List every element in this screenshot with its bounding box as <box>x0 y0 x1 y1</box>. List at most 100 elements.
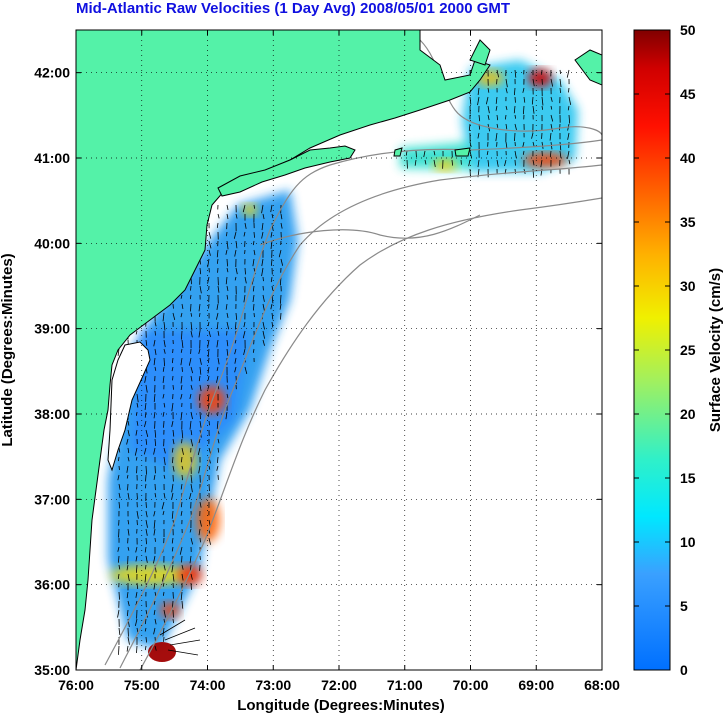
x-tick-label: 74:00 <box>190 677 226 693</box>
velocity-arrow <box>243 321 246 328</box>
velocity-arrow <box>153 510 156 517</box>
velocity-arrow <box>154 618 157 625</box>
velocity-arrow <box>163 492 166 499</box>
velocity-arrow <box>523 96 526 103</box>
velocity-arrow <box>127 546 130 551</box>
velocity-arrow <box>468 159 471 167</box>
velocity-arrow <box>262 303 265 312</box>
velocity-arrow <box>172 384 174 390</box>
velocity-arrow <box>451 159 454 166</box>
velocity-arrow <box>180 411 183 421</box>
velocity-arrow <box>162 510 165 516</box>
velocity-arrow <box>127 447 130 454</box>
velocity-arrow <box>190 366 194 374</box>
velocity-arrow <box>199 501 202 508</box>
velocity-arrow <box>541 96 544 106</box>
velocity-arrow <box>522 105 525 115</box>
velocity-arrow <box>225 249 228 255</box>
velocity-arrow <box>216 339 219 348</box>
velocity-arrow <box>217 438 220 444</box>
velocity-arrow <box>433 150 436 156</box>
velocity-arrow <box>163 456 166 466</box>
velocity-arrow <box>253 231 255 238</box>
velocity-arrow <box>262 339 265 346</box>
velocity-arrow <box>541 105 544 110</box>
velocity-arrow <box>495 96 498 104</box>
velocity-arrow <box>136 582 139 590</box>
velocity-arrow <box>126 465 129 473</box>
velocity-arrow <box>153 528 156 536</box>
velocity-arrow <box>171 402 174 412</box>
velocity-arrow <box>522 150 525 155</box>
velocity-arrow <box>216 465 219 471</box>
velocity-arrow <box>163 447 166 454</box>
velocity-arrow <box>145 555 148 563</box>
velocity-arrow <box>135 564 138 573</box>
velocity-arrow <box>118 492 121 499</box>
velocity-arrow <box>171 366 174 372</box>
velocity-arrow <box>162 411 165 417</box>
colorbar-tick-label: 40 <box>680 150 696 166</box>
velocity-arrow <box>549 150 552 158</box>
colorbar-tick-label: 0 <box>680 662 688 678</box>
velocity-arrow <box>198 465 201 474</box>
velocity-arrow <box>487 159 490 167</box>
colorbar-tick-label: 45 <box>680 86 696 102</box>
velocity-arrow <box>485 96 489 105</box>
velocity-arrow <box>262 330 265 339</box>
velocity-arrow <box>505 105 508 111</box>
velocity-arrow <box>127 456 130 462</box>
velocity-arrow <box>153 582 156 590</box>
velocity-arrow <box>216 375 219 383</box>
velocity-arrow <box>550 114 554 122</box>
velocity-arrow <box>234 339 237 344</box>
velocity-arrow <box>144 564 147 570</box>
velocity-arrow <box>180 591 183 601</box>
velocity-arrow <box>433 159 436 167</box>
velocity-arrow <box>487 114 490 121</box>
velocity-arrow <box>279 303 282 310</box>
velocity-arrow <box>136 402 139 408</box>
velocity-arrow <box>225 303 228 310</box>
velocity-arrow <box>127 573 130 582</box>
y-tick-label: 36:00 <box>34 577 70 593</box>
colorbar-tick-label: 50 <box>680 22 696 38</box>
velocity-arrow <box>190 582 192 590</box>
velocity-arrow <box>180 357 183 366</box>
velocity-arrow <box>144 573 147 583</box>
velocity-arrow <box>154 366 157 371</box>
velocity-arrow <box>197 447 201 456</box>
velocity-arrow <box>154 645 157 651</box>
velocity-arrow <box>226 312 229 319</box>
velocity-arrow <box>559 123 561 131</box>
velocity-arrow <box>559 141 562 151</box>
velocity-arrow <box>226 393 229 399</box>
velocity-arrow <box>181 330 183 340</box>
velocity-arrow <box>199 384 202 392</box>
velocity-arrow <box>127 429 130 437</box>
velocity-arrow <box>163 348 166 354</box>
velocity-arrow <box>496 114 499 121</box>
velocity-arrow <box>153 357 156 366</box>
velocity-arrow <box>144 618 147 625</box>
velocity-arrow <box>144 546 147 553</box>
y-tick-label: 42:00 <box>34 65 70 81</box>
velocity-arrow <box>208 411 210 417</box>
velocity-arrow <box>270 204 273 213</box>
velocity-arrow <box>566 69 570 78</box>
velocity-arrow <box>190 438 194 447</box>
velocity-arrow <box>189 528 192 533</box>
velocity-arrow <box>405 150 408 156</box>
velocity-arrow <box>167 649 199 656</box>
velocity-arrow <box>217 357 220 365</box>
velocity-arrow <box>190 573 193 580</box>
y-tick-label: 38:00 <box>34 406 70 422</box>
velocity-arrow <box>226 231 228 237</box>
velocity-arrow <box>163 321 166 331</box>
velocity-arrow <box>522 87 525 93</box>
velocity-arrow <box>253 204 256 209</box>
velocity-arrow <box>118 447 121 453</box>
velocity-arrow <box>190 537 194 545</box>
x-axis-ticks: 76:00 75:00 74:00 73:00 72:00 71:00 70:00 69:00… <box>58 30 620 693</box>
colorbar-tick-label: 5 <box>680 598 688 614</box>
